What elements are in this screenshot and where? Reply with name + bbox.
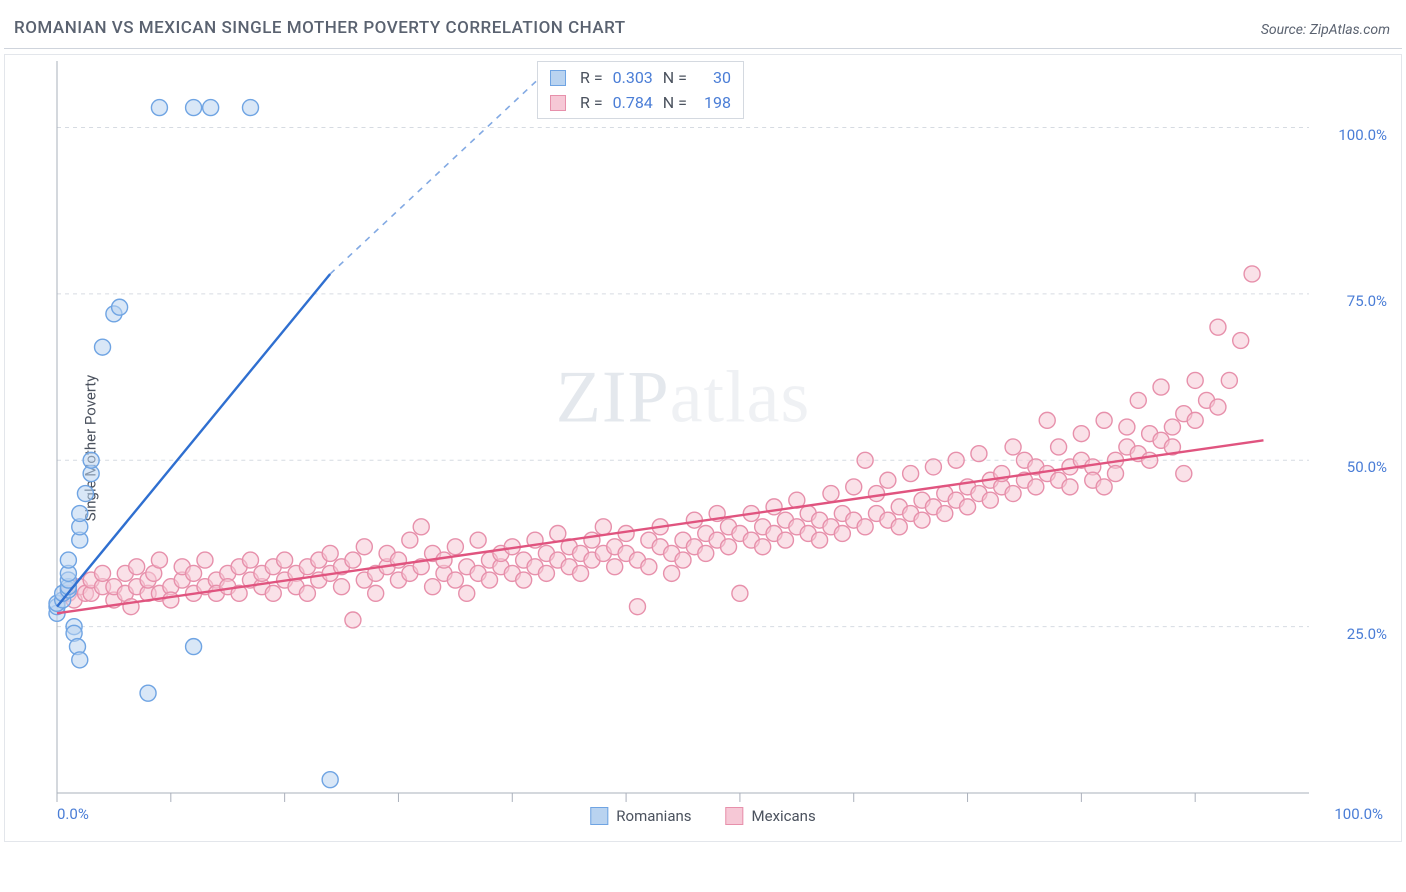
source-label: Source: ZipAtlas.com bbox=[1261, 22, 1390, 38]
bottom-legend: Romanians Mexicans bbox=[590, 807, 815, 825]
title-underline bbox=[4, 48, 1402, 49]
x-max-label: 100.0% bbox=[1334, 805, 1383, 823]
chart-container: Single Mother Poverty ZIPatlas R = 0.303… bbox=[4, 54, 1402, 842]
chart-title: ROMANIAN VS MEXICAN SINGLE MOTHER POVERT… bbox=[14, 18, 626, 38]
y-tick-label: 25.0% bbox=[1347, 625, 1387, 643]
stat-n-label: N = bbox=[663, 68, 687, 87]
legend-label: Romanians bbox=[616, 807, 691, 825]
stat-r-mexicans: 0.784 bbox=[613, 93, 653, 112]
legend-item-romanians: Romanians bbox=[590, 807, 691, 825]
stat-n-label: N = bbox=[663, 93, 687, 112]
legend-swatch-romanians bbox=[550, 70, 566, 86]
stat-r-label: R = bbox=[580, 93, 603, 112]
stat-r-label: R = bbox=[580, 68, 603, 87]
stat-r-romanians: 0.303 bbox=[613, 68, 653, 87]
legend-swatch-icon bbox=[590, 807, 608, 825]
y-tick-label: 75.0% bbox=[1347, 292, 1387, 310]
legend-swatch-mexicans bbox=[550, 95, 566, 111]
y-tick-label: 100.0% bbox=[1338, 126, 1387, 144]
scatter-romanians bbox=[49, 100, 338, 788]
trend-romanians bbox=[57, 61, 558, 607]
header-row: ROMANIAN VS MEXICAN SINGLE MOTHER POVERT… bbox=[0, 0, 1406, 48]
stat-legend-box: R = 0.303 N = 30 R = 0.784 N = 198 bbox=[537, 61, 744, 119]
y-tick-label: 50.0% bbox=[1347, 458, 1387, 476]
scatter-mexicans bbox=[60, 266, 1260, 628]
stat-n-romanians: 30 bbox=[697, 68, 731, 87]
x-origin-label: 0.0% bbox=[57, 805, 89, 823]
stat-n-mexicans: 198 bbox=[697, 93, 731, 112]
legend-item-mexicans: Mexicans bbox=[726, 807, 816, 825]
legend-label: Mexicans bbox=[752, 807, 816, 825]
legend-swatch-icon bbox=[726, 807, 744, 825]
plot-area: ZIPatlas R = 0.303 N = 30 R = 0.784 N = … bbox=[57, 61, 1309, 793]
x-ticks bbox=[57, 793, 1195, 802]
plot-svg bbox=[57, 61, 1309, 793]
trend-mexicans bbox=[57, 440, 1263, 613]
